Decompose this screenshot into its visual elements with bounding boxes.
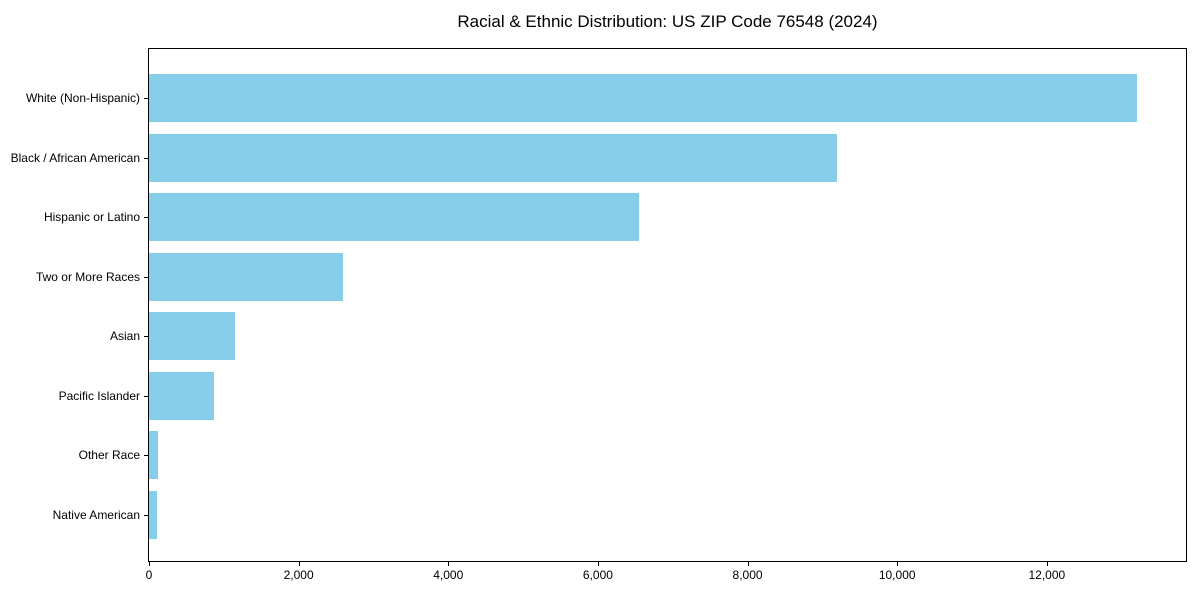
y-tick-label-native-american: Native American [52, 507, 140, 522]
y-tick-label-pacific-islander: Pacific Islander [58, 388, 140, 403]
y-tick-label-hispanic-or-latino: Hispanic or Latino [43, 210, 140, 225]
y-axis-tick [144, 336, 148, 338]
y-axis-tick [144, 157, 148, 159]
y-axis-tick [144, 217, 148, 219]
y-axis-tick [144, 98, 148, 99]
x-axis-tick [149, 562, 150, 566]
bar-other-race [149, 431, 159, 480]
x-tick-label-2000: 2,000 [283, 568, 314, 582]
bar-pacific-islander [149, 371, 215, 420]
y-tick-label-black-african-american: Black / African American [10, 150, 140, 165]
y-tick-label-asian: Asian [109, 329, 140, 344]
y-tick-label-white-non-hispanic: White (Non-Hispanic) [25, 91, 140, 105]
x-axis-tick [897, 562, 899, 566]
x-tick-label-8000: 8,000 [732, 568, 763, 582]
x-axis-tick [597, 562, 599, 566]
chart-title: Racial & Ethnic Distribution: US ZIP Cod… [457, 12, 878, 31]
y-tick-label-two-or-more-races: Two or More Races [35, 269, 140, 284]
bar-asian [149, 312, 236, 361]
bar-black-african-american [149, 133, 838, 182]
y-axis-tick [144, 395, 148, 397]
y-axis-tick [144, 455, 148, 457]
x-tick-label-0: 0 [145, 568, 153, 582]
bar-hispanic-or-latino [149, 193, 640, 242]
x-tick-label-6000: 6,000 [582, 568, 613, 582]
y-axis-tick [144, 514, 148, 516]
x-tick-label-4000: 4,000 [433, 568, 464, 582]
x-axis-tick [298, 562, 300, 566]
x-axis-tick [1046, 562, 1048, 566]
x-axis-tick [448, 562, 450, 566]
x-axis-tick [747, 562, 749, 566]
x-tick-label-10000: 10,000 [878, 568, 916, 582]
y-axis-tick [144, 276, 148, 278]
y-tick-label-other-race: Other Race [78, 448, 140, 463]
x-tick-label-12000: 12,000 [1028, 568, 1066, 582]
plot-area: White (Non-Hispanic) Black / African Amer… [11, 48, 1187, 582]
bar-white-non-hispanic [149, 74, 1137, 122]
bar-two-or-more-races [149, 252, 343, 301]
bar-native-american [149, 490, 158, 539]
